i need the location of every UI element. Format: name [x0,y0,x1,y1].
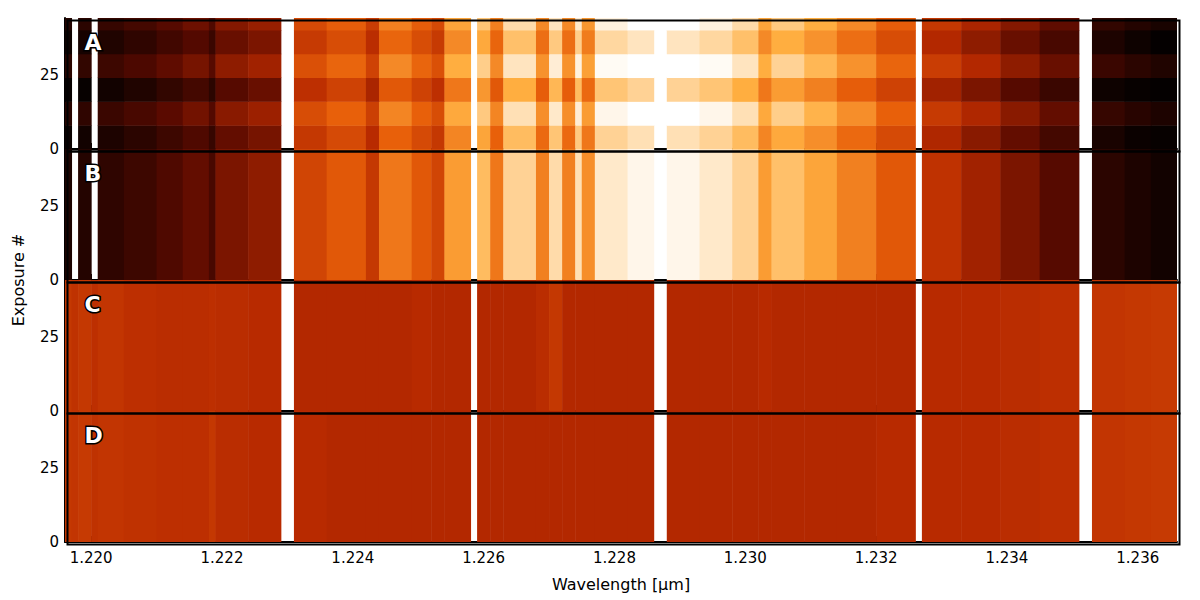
svg-text:D: D [85,423,103,448]
svg-text:1.230: 1.230 [724,549,767,567]
svg-text:A: A [85,30,102,55]
svg-text:1.232: 1.232 [855,549,898,567]
svg-text:0: 0 [49,140,59,158]
svg-text:0: 0 [49,533,59,551]
svg-text:Wavelength [µm]: Wavelength [µm] [552,575,690,594]
svg-text:1.236: 1.236 [1116,549,1159,567]
svg-text:Exposure #: Exposure # [9,234,28,327]
svg-text:1.224: 1.224 [331,549,374,567]
svg-text:25: 25 [40,66,59,84]
svg-text:1.226: 1.226 [462,549,505,567]
svg-text:25: 25 [40,328,59,346]
svg-text:25: 25 [40,459,59,477]
svg-text:0: 0 [49,402,59,420]
svg-text:1.220: 1.220 [70,549,113,567]
svg-text:1.222: 1.222 [201,549,244,567]
svg-text:B: B [85,161,102,186]
svg-text:0: 0 [49,271,59,289]
svg-text:C: C [85,292,101,317]
svg-text:1.228: 1.228 [593,549,636,567]
svg-text:25: 25 [40,197,59,215]
svg-text:1.234: 1.234 [985,549,1028,567]
